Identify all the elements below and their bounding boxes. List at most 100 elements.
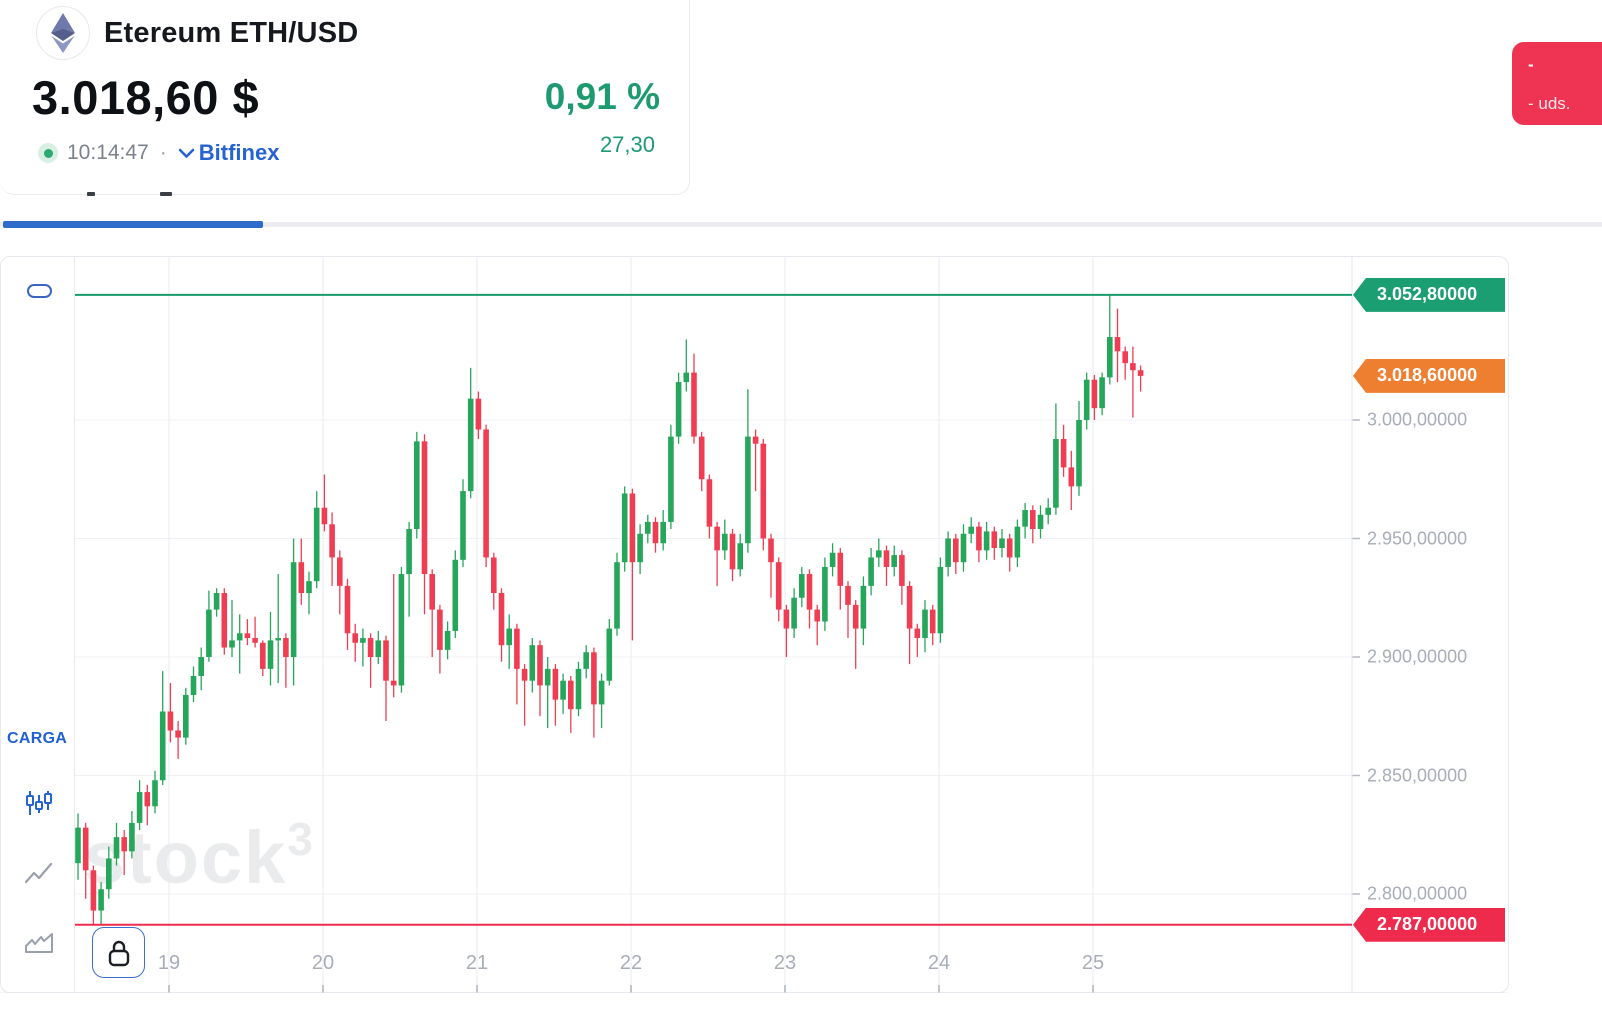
candle-body xyxy=(313,507,320,582)
horizontal-line-tool-icon[interactable] xyxy=(27,284,52,298)
candle-body xyxy=(1137,370,1144,376)
candle-body xyxy=(221,593,228,648)
candle-body xyxy=(637,533,643,563)
candle-body xyxy=(383,640,389,681)
volume-badge: - - uds. xyxy=(1512,42,1602,125)
change-absolute: 27,30 xyxy=(599,132,655,157)
ethereum-logo xyxy=(36,6,90,60)
candle-body xyxy=(598,680,605,705)
chart-toolbar xyxy=(0,256,75,993)
candle-body xyxy=(575,668,582,710)
candle-body xyxy=(1060,438,1067,468)
candle-body xyxy=(298,562,305,594)
candle-body xyxy=(521,668,528,681)
x-axis-label: 23 xyxy=(773,952,797,974)
lock-scale-button[interactable] xyxy=(92,927,145,978)
candle-body xyxy=(883,550,890,567)
candle-body xyxy=(691,372,697,437)
candle-body xyxy=(390,680,397,686)
line-chart-icon xyxy=(25,862,53,884)
candle-body xyxy=(991,531,998,548)
candle-body xyxy=(929,609,936,634)
candle-body xyxy=(568,680,574,710)
candle-body xyxy=(1053,438,1059,508)
candle-body xyxy=(1022,510,1028,527)
price-tag: 2.787,00000 xyxy=(1353,907,1505,942)
candle-body xyxy=(244,633,251,639)
candle-body xyxy=(290,562,297,657)
exchange-selector[interactable]: Bitfinex xyxy=(178,140,279,166)
candle-body xyxy=(683,372,690,383)
candle-body xyxy=(829,552,836,567)
candle-body xyxy=(491,557,497,594)
stock3-watermark: stock3 xyxy=(84,813,315,899)
candle-body xyxy=(976,526,982,551)
candle-body xyxy=(475,398,482,430)
candle-body xyxy=(914,628,921,639)
candle-body xyxy=(806,574,813,610)
candle-body xyxy=(1068,467,1075,487)
candle-body xyxy=(899,555,905,586)
candle-body xyxy=(98,889,104,911)
candle-body xyxy=(460,491,466,560)
candle-body xyxy=(144,792,151,807)
candle-body xyxy=(876,550,882,558)
candle-body xyxy=(953,538,959,563)
area-chart-icon xyxy=(25,933,53,953)
candle-body xyxy=(398,574,405,686)
y-axis-label: 2.950,00000 xyxy=(1367,528,1468,548)
active-tab-indicator[interactable] xyxy=(3,221,263,228)
candle-body xyxy=(136,792,143,823)
candle-body xyxy=(837,552,844,586)
candle-body xyxy=(845,585,851,605)
candle-body xyxy=(906,585,913,629)
candle-body xyxy=(260,642,266,669)
tab-track xyxy=(0,222,1602,227)
candle-body xyxy=(552,668,559,700)
candle-body xyxy=(652,521,659,544)
candle-body xyxy=(82,827,89,871)
candle-body xyxy=(1006,538,1013,558)
candle-body xyxy=(714,526,720,551)
candle-body xyxy=(1083,379,1090,420)
candle-body xyxy=(968,526,974,534)
line-chart-type-button[interactable] xyxy=(24,858,54,888)
candle-body xyxy=(498,593,505,646)
candle-body xyxy=(206,609,212,657)
candle-body xyxy=(999,538,1005,548)
candle-body xyxy=(745,436,751,544)
candle-body xyxy=(467,398,474,492)
candle-body xyxy=(621,493,628,563)
chevron-down-icon xyxy=(178,148,195,158)
candle-body xyxy=(360,638,366,643)
x-axis-label: 25 xyxy=(1081,952,1105,974)
candle-body xyxy=(344,585,351,634)
live-dot-halo xyxy=(38,143,58,163)
candle-body xyxy=(1014,526,1021,558)
candle-body xyxy=(922,609,928,639)
candle-body xyxy=(129,822,135,852)
candlestick-chart[interactable] xyxy=(0,256,1509,993)
candle-body xyxy=(444,630,451,650)
candle-body xyxy=(760,443,767,539)
candle-body xyxy=(183,694,189,738)
candle-body xyxy=(236,633,243,641)
candle-body xyxy=(606,628,613,681)
candle-body xyxy=(814,609,820,622)
area-chart-type-button[interactable] xyxy=(24,928,54,958)
candle-body xyxy=(945,538,951,567)
candle-body xyxy=(452,559,459,631)
candle-body xyxy=(167,711,174,731)
price-tag: 3.018,60000 xyxy=(1353,358,1505,393)
candlestick-chart-type-button[interactable] xyxy=(24,788,54,818)
candle-body xyxy=(799,574,805,598)
y-axis-label: 2.900,00000 xyxy=(1367,646,1468,667)
lock-icon xyxy=(108,940,129,966)
candle-body xyxy=(1076,420,1082,487)
change-percent: 0,91 % xyxy=(544,76,660,117)
y-axis-label: 3.000,00000 xyxy=(1367,409,1468,430)
candle-body xyxy=(121,837,127,852)
candlestick-icon xyxy=(26,791,52,815)
candle-body xyxy=(106,858,112,890)
candle-body xyxy=(537,645,543,686)
